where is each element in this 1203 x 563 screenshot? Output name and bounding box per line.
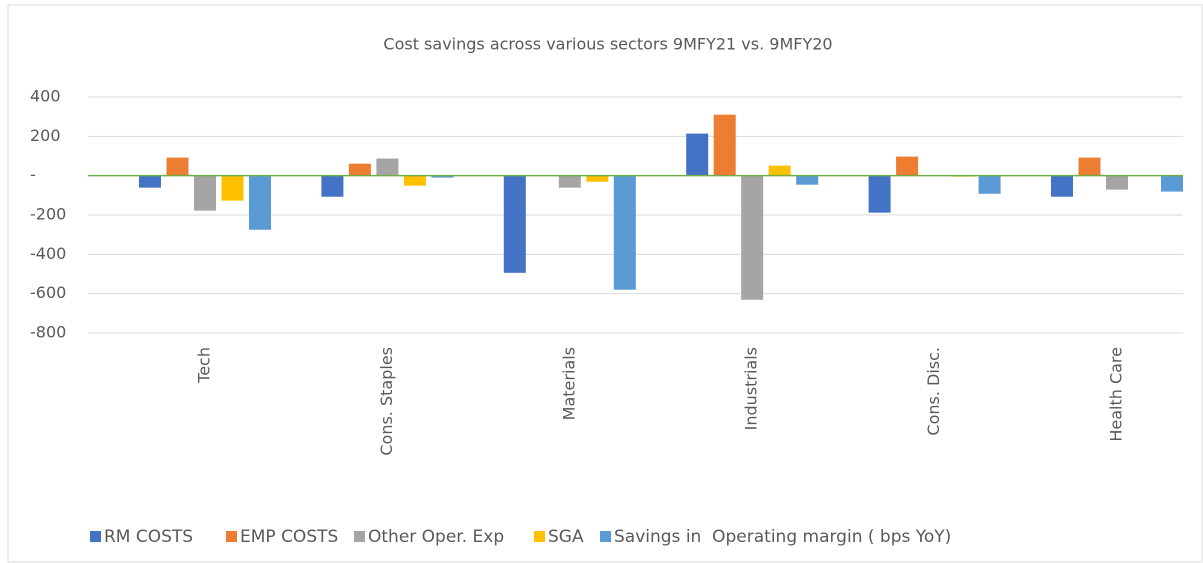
bar [139, 175, 161, 188]
x-tick-label: Industrials [742, 347, 761, 430]
bar [796, 175, 819, 185]
bar [166, 157, 189, 176]
bar [741, 175, 764, 300]
chart-border [7, 4, 1203, 563]
bar [503, 175, 526, 273]
legend-label: Savings in Operating margin ( bps YoY) [614, 527, 951, 547]
bar [348, 163, 371, 176]
legend-label: SGA [548, 527, 584, 547]
y-tick-label: 200 [30, 126, 61, 145]
x-tick-label: Cons. Disc. [924, 347, 943, 436]
chart-title: Cost savings across various sectors 9MFY… [383, 35, 832, 54]
bar [868, 175, 891, 213]
bar [221, 175, 244, 201]
x-tick-label: Health Care [1107, 347, 1126, 442]
y-tick-label: -600 [30, 283, 66, 302]
y-tick-label: -400 [30, 244, 66, 263]
y-tick-label: -800 [30, 323, 66, 342]
bar [896, 156, 919, 176]
y-tick-label: 400 [30, 87, 61, 106]
bar [558, 175, 581, 188]
legend-label: Other Oper. Exp [368, 527, 504, 547]
bar [586, 175, 609, 182]
bar [403, 175, 426, 186]
bar [249, 175, 271, 230]
legend-swatch [534, 531, 545, 542]
bar [768, 165, 791, 176]
bar [1051, 175, 1073, 197]
legend-swatch [600, 531, 611, 542]
legend-swatch [354, 531, 365, 542]
bar [613, 175, 636, 290]
x-tick-label: Materials [559, 347, 578, 420]
bar [978, 175, 1001, 194]
y-tick-label: - [30, 165, 36, 184]
y-tick-label: -200 [30, 205, 66, 224]
bar [686, 133, 709, 176]
bar [321, 175, 344, 197]
bar [713, 114, 736, 176]
bar [1106, 175, 1128, 190]
legend-swatch [90, 531, 101, 542]
legend-label: RM COSTS [104, 527, 193, 547]
x-tick-label: Cons. Staples [377, 347, 396, 456]
bar [194, 175, 216, 211]
bar [1078, 157, 1101, 176]
legend-label: EMP COSTS [240, 527, 338, 547]
legend-swatch [226, 531, 237, 542]
bar [1161, 175, 1183, 192]
bar [431, 175, 454, 178]
bar [376, 158, 399, 176]
x-tick-label: Tech [195, 347, 214, 384]
